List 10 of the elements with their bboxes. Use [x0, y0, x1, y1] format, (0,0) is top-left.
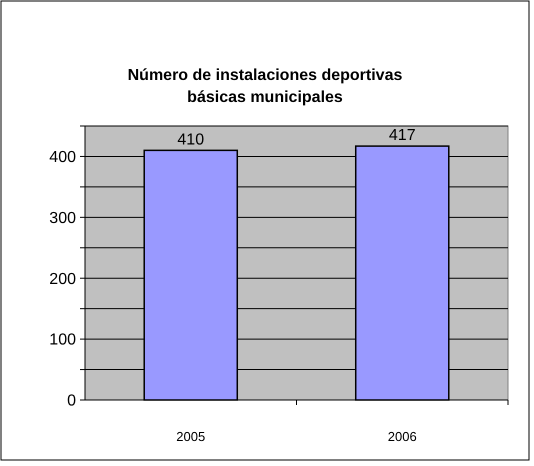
x-tick-label: 2005 [176, 429, 206, 444]
y-tick-label: 100 [49, 332, 76, 349]
data-label: 417 [388, 127, 416, 144]
y-tick-label: 200 [49, 270, 76, 288]
chart-title: Número de instalaciones deportivas básicas municipales [128, 67, 402, 106]
x-tick-label: 2006 [388, 429, 417, 444]
y-tick-label: 400 [49, 149, 76, 166]
y-tick-label: 300 [49, 210, 76, 227]
y-tick-label: 0 [67, 392, 76, 410]
data-label: 410 [177, 131, 204, 148]
